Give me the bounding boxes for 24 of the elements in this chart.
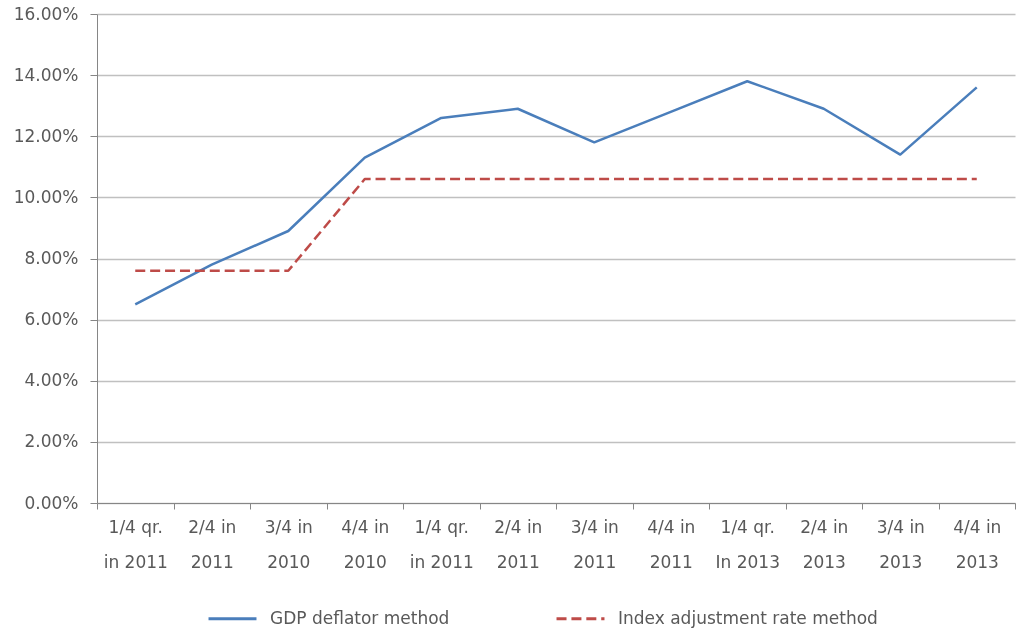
y-tick-label: 16.00% [13, 3, 79, 24]
x-tick-label: 1/4 qr. In 2013 [715, 516, 780, 572]
y-tick-label: 4.00% [24, 370, 79, 391]
x-tick-label: 2/4 in 2011 [188, 516, 237, 572]
legend-label: GDP deflator method [270, 607, 450, 628]
x-tick-label: 4/4 in 2013 [953, 516, 1002, 572]
x-tick-label: 4/4 in 2010 [341, 516, 390, 572]
x-tick-label: 3/4 in 2011 [570, 516, 619, 572]
x-tick-label: 4/4 in 2011 [647, 516, 696, 572]
y-tick-label: 10.00% [13, 186, 79, 207]
y-tick-label: 14.00% [13, 64, 79, 85]
line-series [134, 79, 978, 306]
x-tick-label: 1/4 qr. in 2011 [409, 516, 474, 572]
y-tick-label: 2.00% [24, 431, 79, 452]
x-tick-label: 2/4 in 2011 [494, 516, 543, 572]
y-tick-label: 12.00% [13, 125, 79, 146]
x-tick-label: 3/4 in 2010 [264, 516, 313, 572]
x-tick-label: 3/4 in 2013 [876, 516, 925, 572]
x-tick-label: 1/4 qr. in 2011 [103, 516, 168, 572]
x-tick-label: 2/4 in 2013 [800, 516, 849, 572]
y-tick-label: 0.00% [24, 492, 79, 513]
y-tick-label: 6.00% [24, 309, 79, 330]
legend-label: Index adjustment rate method [618, 607, 878, 628]
y-tick-label: 8.00% [24, 248, 79, 268]
